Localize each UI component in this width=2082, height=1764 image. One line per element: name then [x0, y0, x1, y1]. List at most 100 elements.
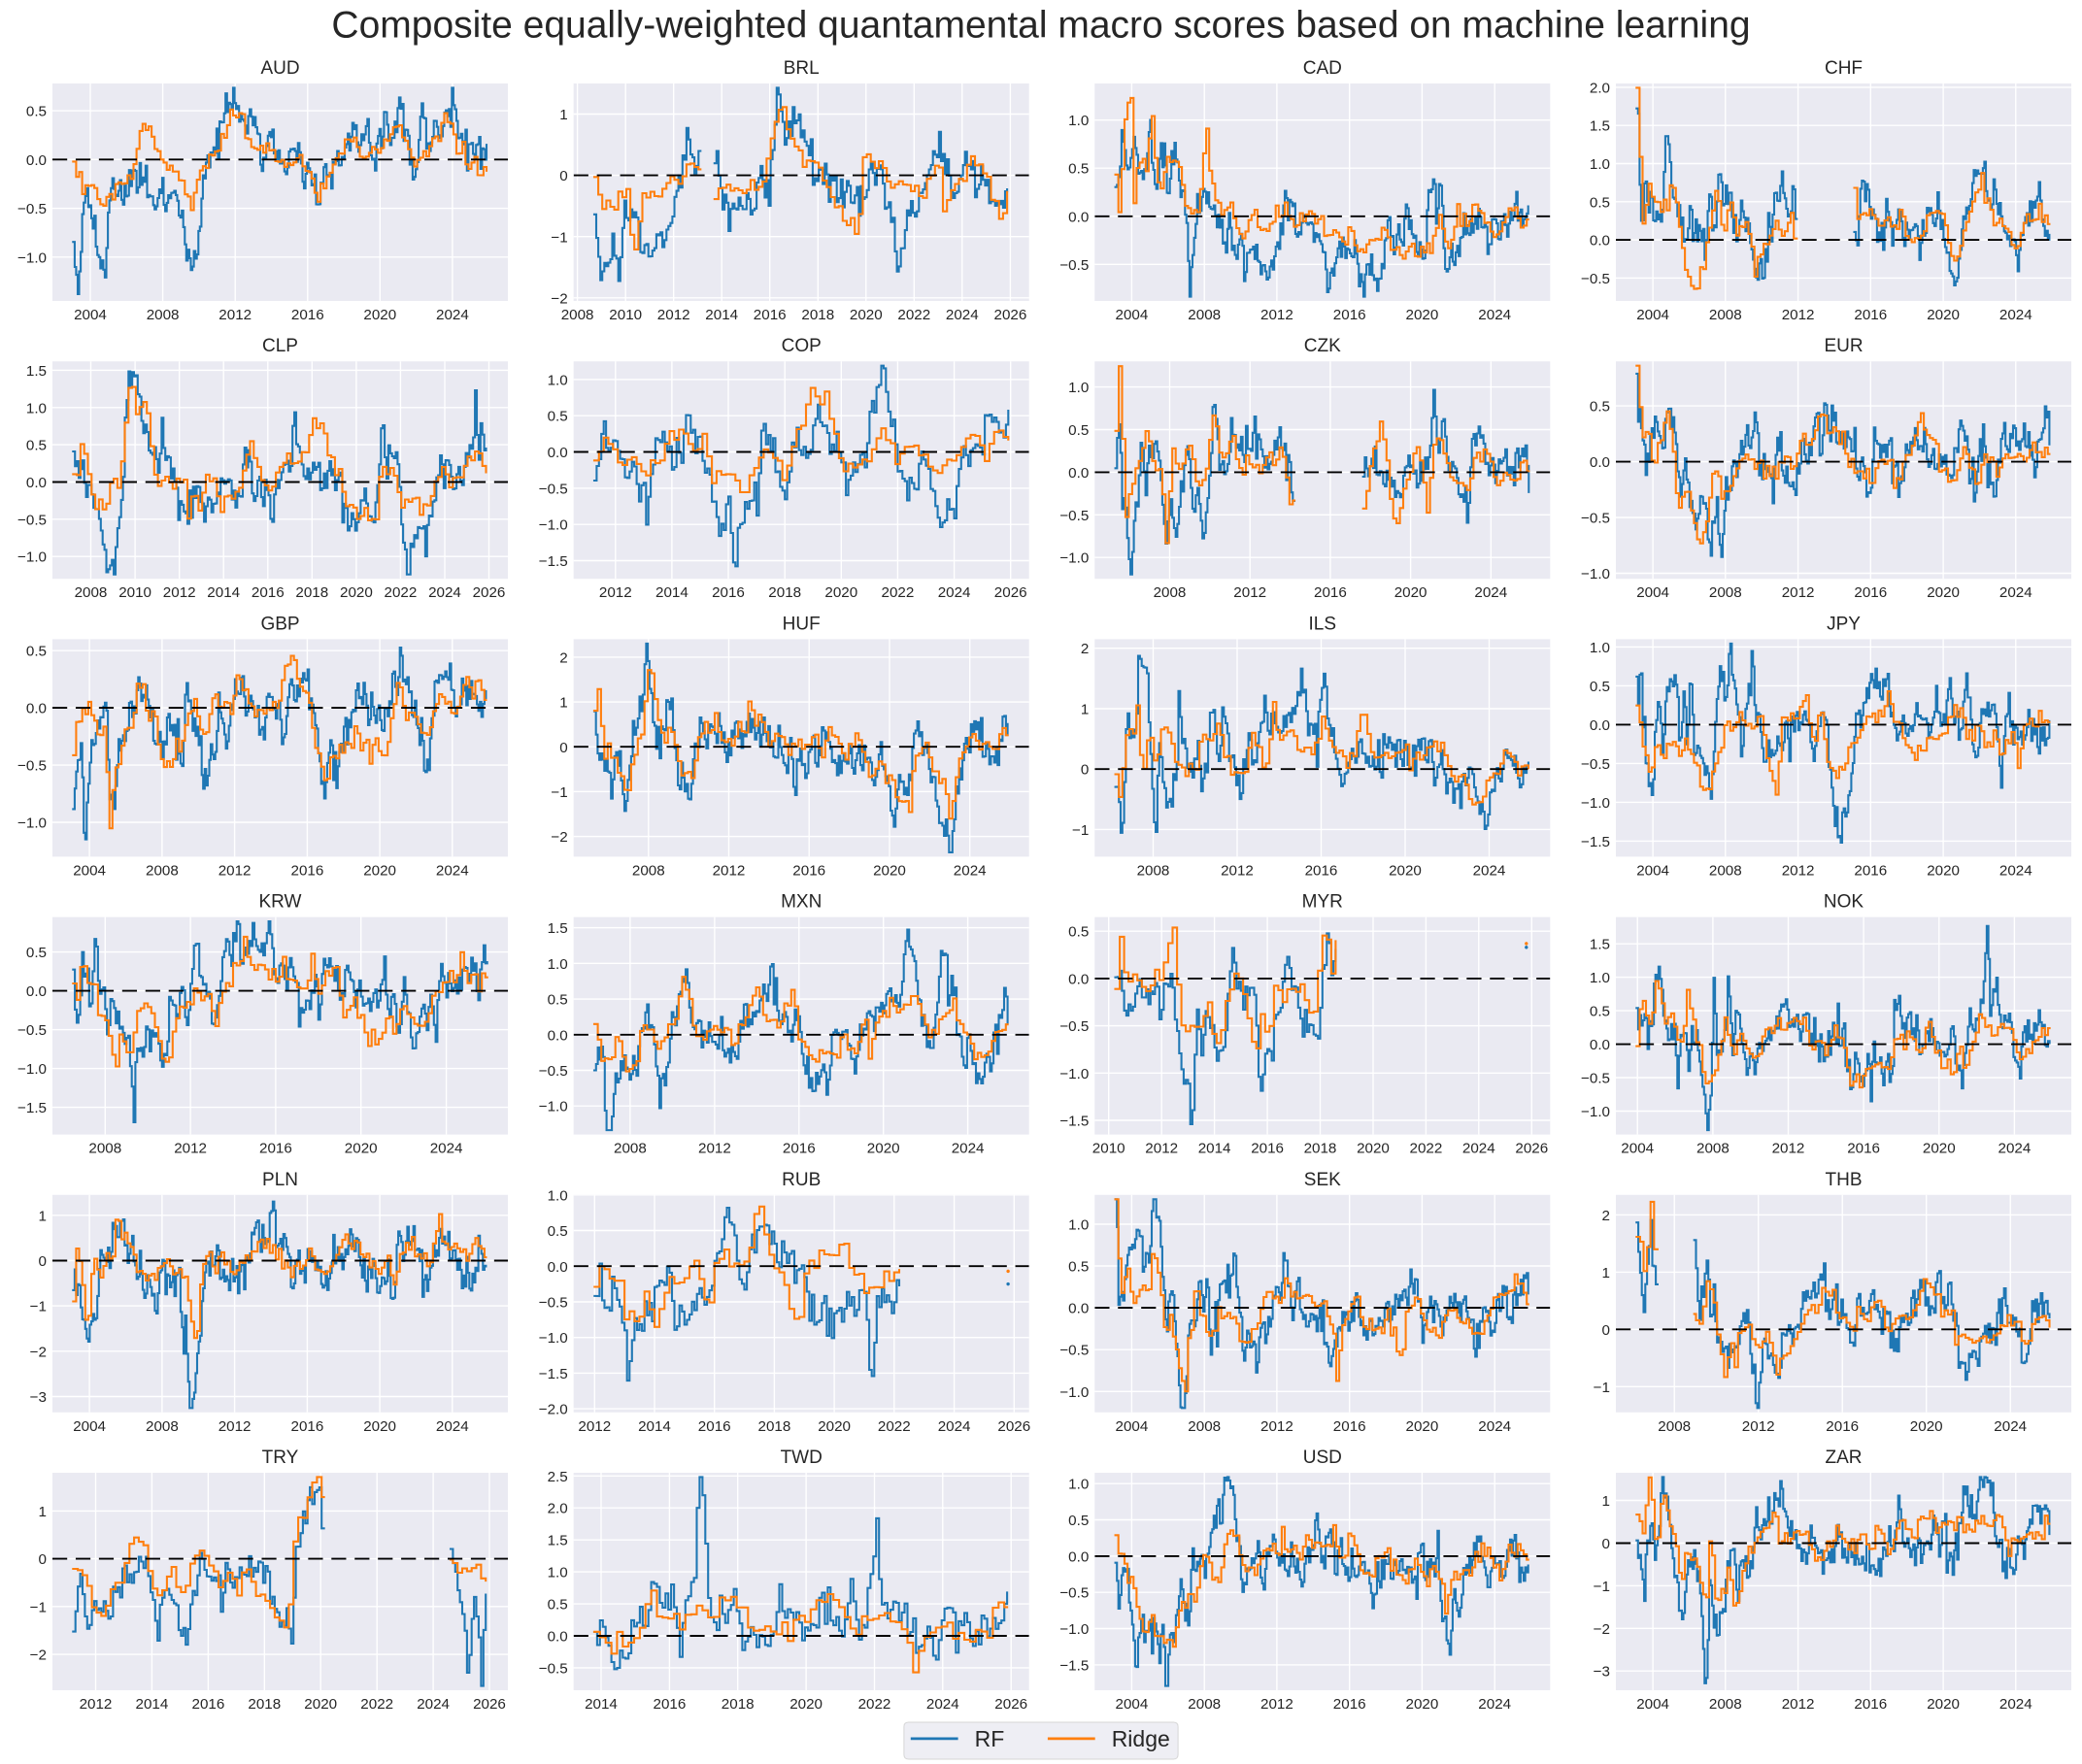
svg-text:2026: 2026 — [994, 1696, 1027, 1713]
svg-text:−1.0: −1.0 — [1059, 1384, 1089, 1401]
svg-text:−0.5: −0.5 — [17, 758, 47, 775]
svg-text:2024: 2024 — [938, 1418, 971, 1435]
svg-text:2018: 2018 — [1304, 1141, 1337, 1157]
svg-text:2016: 2016 — [712, 584, 745, 601]
svg-text:1.5: 1.5 — [1590, 937, 1610, 953]
svg-text:−2: −2 — [1594, 1621, 1610, 1638]
svg-text:−0.5: −0.5 — [17, 1022, 47, 1039]
svg-text:2020: 2020 — [363, 1418, 396, 1435]
svg-text:2014: 2014 — [585, 1696, 618, 1713]
svg-text:−2: −2 — [30, 1344, 47, 1360]
svg-text:−2.0: −2.0 — [539, 1402, 568, 1418]
svg-text:2004: 2004 — [73, 862, 106, 879]
svg-text:−1.0: −1.0 — [1059, 550, 1089, 567]
svg-text:2020: 2020 — [1406, 1696, 1439, 1713]
svg-text:0.0: 0.0 — [1590, 233, 1610, 250]
svg-text:2024: 2024 — [1478, 1418, 1511, 1435]
svg-text:2012: 2012 — [1782, 584, 1815, 601]
svg-text:2020: 2020 — [304, 1696, 337, 1713]
svg-text:2020: 2020 — [818, 1418, 851, 1435]
svg-text:2008: 2008 — [1658, 1418, 1691, 1435]
svg-text:2016: 2016 — [1333, 1418, 1366, 1435]
svg-text:2022: 2022 — [1410, 1141, 1443, 1157]
svg-text:2024: 2024 — [1999, 1696, 2032, 1713]
svg-text:−0.5: −0.5 — [539, 481, 568, 497]
svg-text:0: 0 — [1081, 762, 1089, 779]
svg-text:−2: −2 — [551, 290, 567, 307]
svg-text:2026: 2026 — [473, 584, 506, 601]
svg-text:2020: 2020 — [1927, 862, 1960, 879]
svg-text:2004: 2004 — [1636, 307, 1669, 323]
svg-text:−1.0: −1.0 — [17, 1061, 47, 1078]
svg-text:2012: 2012 — [578, 1418, 611, 1435]
svg-text:−1: −1 — [551, 229, 567, 246]
svg-text:2004: 2004 — [1116, 1418, 1149, 1435]
svg-text:2012: 2012 — [1782, 1696, 1815, 1713]
svg-text:2020: 2020 — [363, 307, 396, 323]
svg-text:SEK: SEK — [1304, 1170, 1341, 1190]
svg-text:−1.0: −1.0 — [1059, 1621, 1089, 1638]
svg-text:2024: 2024 — [1999, 307, 2032, 323]
svg-text:GBP: GBP — [260, 614, 299, 634]
svg-text:0.5: 0.5 — [548, 992, 568, 1009]
svg-text:KRW: KRW — [259, 892, 302, 913]
svg-text:0.5: 0.5 — [1068, 1513, 1089, 1529]
svg-text:−0.5: −0.5 — [1059, 1018, 1089, 1035]
svg-text:−0.5: −0.5 — [1059, 1585, 1089, 1602]
svg-text:0.0: 0.0 — [1590, 717, 1610, 734]
svg-text:1.0: 1.0 — [1068, 1477, 1089, 1493]
svg-text:1.0: 1.0 — [548, 1187, 568, 1204]
svg-text:1.0: 1.0 — [1590, 156, 1610, 173]
svg-text:2012: 2012 — [1145, 1141, 1178, 1157]
svg-text:−1.5: −1.5 — [539, 553, 568, 570]
svg-text:2016: 2016 — [1333, 1696, 1366, 1713]
svg-text:2020: 2020 — [789, 1696, 823, 1713]
svg-text:2018: 2018 — [768, 584, 801, 601]
svg-text:−1.5: −1.5 — [539, 1366, 568, 1382]
svg-text:−1.5: −1.5 — [1059, 1114, 1089, 1130]
svg-text:2022: 2022 — [897, 307, 930, 323]
svg-text:MYR: MYR — [1302, 892, 1343, 913]
svg-text:0.5: 0.5 — [1068, 924, 1089, 941]
svg-text:0.5: 0.5 — [1590, 399, 1610, 416]
svg-text:1.0: 1.0 — [1068, 380, 1089, 396]
svg-text:2012: 2012 — [174, 1141, 207, 1157]
svg-text:2008: 2008 — [1137, 862, 1170, 879]
svg-text:2008: 2008 — [614, 1141, 647, 1157]
svg-text:−1.0: −1.0 — [539, 1330, 568, 1347]
svg-text:−1.0: −1.0 — [539, 517, 568, 534]
svg-text:2012: 2012 — [218, 862, 252, 879]
svg-text:0.5: 0.5 — [1590, 1004, 1610, 1020]
svg-text:2016: 2016 — [1854, 584, 1887, 601]
svg-text:−0.5: −0.5 — [1059, 508, 1089, 524]
svg-text:−0.5: −0.5 — [1581, 271, 1610, 287]
svg-text:2016: 2016 — [259, 1141, 292, 1157]
svg-text:0.0: 0.0 — [548, 445, 568, 461]
svg-text:2026: 2026 — [1515, 1141, 1548, 1157]
svg-text:2012: 2012 — [713, 862, 746, 879]
svg-text:1: 1 — [1602, 1493, 1610, 1510]
svg-text:−0.5: −0.5 — [1059, 257, 1089, 274]
svg-text:2012: 2012 — [657, 307, 690, 323]
svg-text:0.5: 0.5 — [548, 1597, 568, 1614]
svg-text:JPY: JPY — [1827, 614, 1861, 634]
svg-text:2016: 2016 — [654, 1696, 687, 1713]
svg-text:0.0: 0.0 — [26, 152, 47, 169]
svg-text:2022: 2022 — [858, 1696, 891, 1713]
svg-text:0.5: 0.5 — [1068, 422, 1089, 439]
svg-text:0.5: 0.5 — [548, 1223, 568, 1240]
svg-text:2012: 2012 — [163, 584, 196, 601]
svg-text:2016: 2016 — [192, 1696, 225, 1713]
svg-text:2020: 2020 — [824, 584, 857, 601]
svg-text:2016: 2016 — [792, 862, 825, 879]
svg-text:1: 1 — [559, 107, 567, 123]
svg-text:−1: −1 — [1594, 1380, 1610, 1396]
svg-text:2008: 2008 — [75, 584, 108, 601]
svg-text:2026: 2026 — [994, 307, 1027, 323]
svg-text:2008: 2008 — [1709, 584, 1742, 601]
svg-text:0: 0 — [559, 168, 567, 184]
svg-text:2012: 2012 — [1260, 307, 1293, 323]
svg-text:2012: 2012 — [218, 307, 252, 323]
svg-text:2014: 2014 — [207, 584, 240, 601]
svg-text:0.0: 0.0 — [1068, 971, 1089, 987]
